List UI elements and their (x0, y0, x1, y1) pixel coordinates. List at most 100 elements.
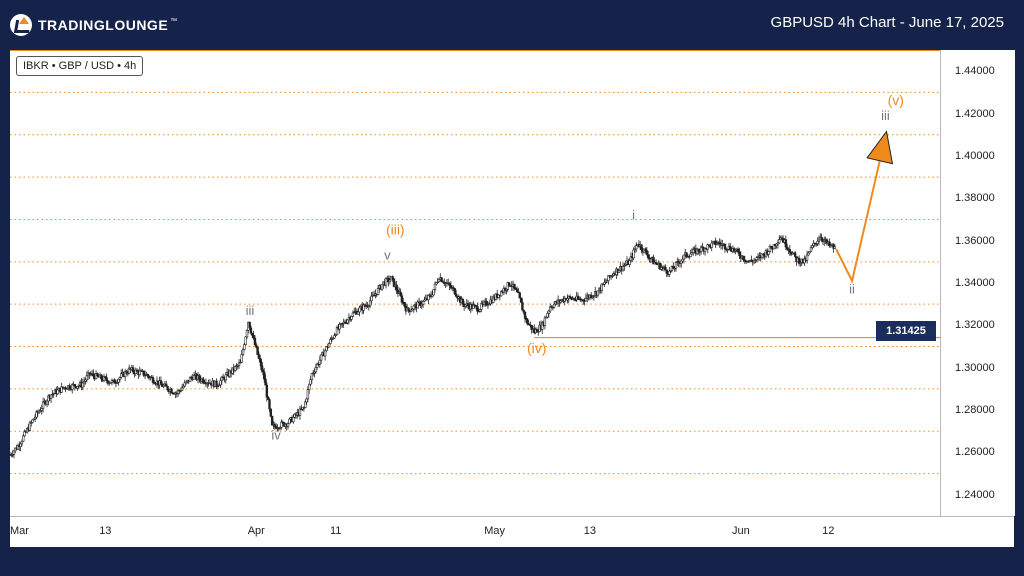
candle-body (710, 242, 713, 248)
candle-body (607, 275, 610, 281)
y-tick-label: 1.24000 (955, 488, 995, 501)
plot-area[interactable] (10, 50, 940, 517)
candle-body (635, 245, 638, 250)
candle-body (559, 300, 562, 303)
candle-body (823, 240, 826, 242)
candle-body (690, 252, 694, 255)
candle-body (331, 337, 335, 340)
candle-body (548, 306, 552, 312)
x-tick-label: May (484, 525, 505, 537)
candle-body (81, 382, 85, 388)
candle-body (677, 261, 680, 264)
candle-body (816, 241, 819, 244)
candle-body (785, 246, 789, 250)
candle-body (617, 270, 621, 273)
candle-body (778, 239, 781, 244)
candle-body (274, 426, 278, 429)
candle-body (825, 239, 829, 244)
candle-body (125, 371, 128, 374)
candle-body (680, 260, 683, 264)
candle-body (772, 244, 776, 250)
candle-body (466, 303, 470, 307)
wave-label: iii (881, 108, 890, 123)
candle-body (288, 418, 291, 425)
candle-body (350, 316, 353, 320)
candle-body (315, 363, 319, 368)
candle-body (362, 304, 365, 311)
x-tick-label: 13 (583, 525, 597, 537)
candle-body (162, 384, 165, 387)
candle-body (624, 264, 627, 266)
wave-label: ii (849, 282, 855, 297)
candle-body (628, 260, 631, 265)
candle-body (706, 244, 709, 250)
logo-chart-icon (10, 14, 32, 36)
candle-body (714, 240, 717, 245)
candle-body (265, 384, 269, 398)
candle-body (31, 419, 34, 423)
candle-body (309, 379, 312, 385)
y-tick-label: 1.30000 (955, 361, 995, 374)
candle-body (640, 244, 643, 251)
candle-body (808, 250, 811, 254)
candle-body (104, 376, 107, 378)
candle-body (664, 266, 667, 271)
candle-body (77, 385, 81, 387)
candle-body (71, 384, 74, 390)
price-axis[interactable]: 1.44000 1.42000 1.40000 1.38000 1.36000 1.340… (940, 50, 1015, 516)
candle-body (306, 389, 310, 400)
candle-body (325, 346, 328, 352)
candle-body (775, 243, 778, 247)
candle-body (333, 335, 336, 339)
candle-body (734, 249, 737, 252)
candle-body (755, 257, 758, 261)
candle-body (92, 373, 95, 377)
wave-label: (iii) (386, 221, 405, 237)
candle-body (433, 283, 437, 290)
candle-body (411, 308, 414, 311)
x-tick-label: 13 (99, 525, 112, 537)
candle-body (427, 294, 430, 300)
candle-body (435, 282, 438, 285)
candle-body (12, 450, 16, 455)
candle-body (738, 251, 741, 257)
candle-body (151, 377, 155, 383)
candle-body (51, 393, 54, 396)
candle-body (292, 417, 295, 423)
candle-body (253, 337, 257, 346)
candle-body (681, 258, 684, 262)
candle-body (812, 242, 815, 246)
candle-body (105, 377, 108, 382)
candle-body (423, 299, 426, 302)
x-tick-label: Apr (247, 525, 265, 537)
candle-body (82, 381, 86, 384)
candle-body (241, 349, 245, 355)
candle-body (280, 421, 283, 428)
candle-body (302, 407, 306, 409)
candle-body (767, 251, 770, 255)
candle-body (492, 296, 495, 303)
candle-body (448, 282, 451, 286)
candle-body (809, 247, 813, 252)
candle-body (118, 377, 122, 380)
tradinglounge-logo: TRADINGLOUNGE ™ (10, 12, 177, 38)
candle-body (526, 319, 529, 325)
candle-body (23, 431, 26, 437)
candle-body (256, 346, 259, 355)
candle-body (480, 303, 483, 310)
candle-body (793, 252, 797, 257)
candle-body (286, 423, 290, 427)
candle-body (123, 371, 127, 378)
candle-body (368, 300, 372, 306)
time-axis[interactable]: Mar 13 Apr 11 May 13 Jun 12 (10, 516, 1014, 547)
candle-body (742, 255, 745, 261)
x-tick-label: Mar (10, 525, 29, 537)
candle-body (723, 243, 727, 250)
candle-body (338, 324, 341, 330)
candle-body (461, 299, 465, 305)
candle-body (33, 416, 37, 420)
candle-body (308, 383, 311, 391)
candle-body (449, 285, 453, 289)
candle-body (454, 293, 458, 297)
candle-body (807, 252, 810, 256)
